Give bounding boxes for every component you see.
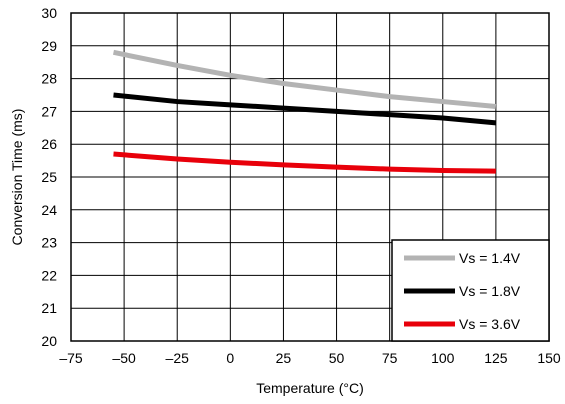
y-tick-label: 20 [41,333,57,349]
x-tick-label: 125 [484,350,508,366]
x-tick-label: 25 [276,350,292,366]
x-tick-label: 50 [329,350,345,366]
y-tick-label: 25 [41,169,57,185]
y-tick-label: 26 [41,136,57,152]
series-line-3 [113,151,496,174]
x-tick-label: 100 [431,350,455,366]
plot-frame [70,12,550,342]
legend-label: Vs = 1.4V [459,250,521,266]
legend-label: Vs = 1.8V [459,283,521,299]
x-tick-label: 150 [537,350,561,366]
y-tick-label: 24 [41,202,57,218]
y-tick-label: 22 [41,267,57,283]
x-tick-label: –25 [166,350,190,366]
legend: Vs = 1.4V Vs = 1.8V Vs = 3.6V [391,239,550,342]
y-tick-labels: 20 21 22 23 24 25 26 27 28 29 30 [41,5,57,349]
x-tick-label: 0 [226,350,234,366]
y-tick-label: 27 [41,103,57,119]
y-tick-label: 23 [41,235,57,251]
x-axis-title: Temperature (°C) [256,380,364,396]
y-axis-title: Conversion Time (ms) [9,109,25,246]
x-tick-labels: –75 –50 –25 0 25 50 75 100 125 150 [59,350,561,366]
series-line-1 [112,49,497,109]
series-line-2 [113,92,497,126]
x-tick-label: 75 [382,350,398,366]
x-tick-label: –75 [59,350,83,366]
y-tick-label: 29 [41,38,57,54]
x-tick-label: –50 [112,350,136,366]
series-layer [112,49,497,174]
y-tick-label: 28 [41,71,57,87]
legend-label: Vs = 3.6V [459,316,521,332]
y-tick-label: 21 [41,300,57,316]
y-tick-label: 30 [41,5,57,21]
